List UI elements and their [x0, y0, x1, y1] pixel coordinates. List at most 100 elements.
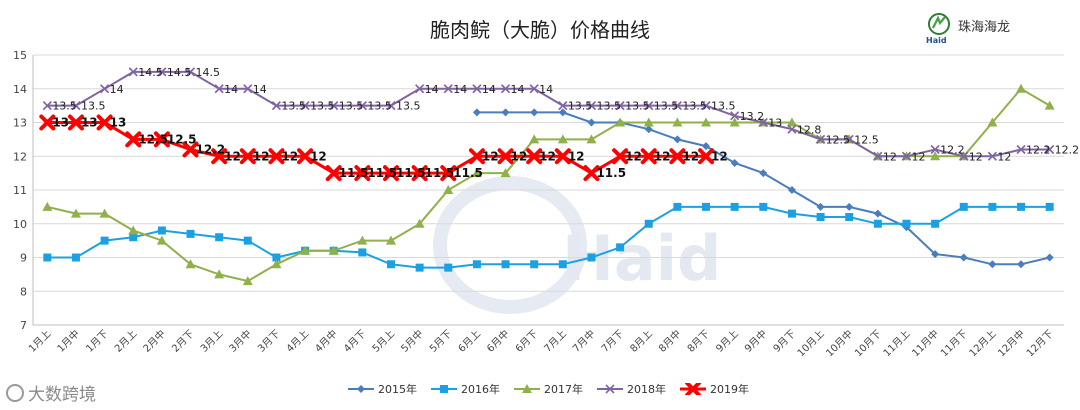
point — [615, 101, 625, 111]
point — [385, 235, 396, 245]
point — [1017, 260, 1026, 269]
point — [1016, 83, 1027, 93]
haid-logo-icon — [928, 13, 950, 35]
point — [471, 168, 482, 178]
data-label: 12 — [682, 149, 699, 163]
point — [100, 84, 110, 94]
x-tick-label: 1月中 — [54, 327, 82, 355]
bottom-watermark-text: 大数跨境 — [28, 385, 96, 405]
point — [214, 84, 224, 94]
data-label: 12 — [997, 150, 1011, 163]
data-label: 13.5 — [81, 100, 106, 113]
point — [501, 260, 510, 269]
point — [612, 148, 629, 165]
point — [354, 165, 371, 182]
point — [39, 114, 56, 131]
point — [440, 165, 457, 182]
x-tick-label: 1月上 — [26, 328, 53, 355]
data-label: 12 — [224, 149, 241, 163]
point — [873, 209, 882, 218]
point — [42, 201, 53, 211]
data-label: 14 — [425, 83, 439, 96]
x-tick-label: 8月中 — [656, 327, 684, 355]
point — [468, 148, 485, 165]
point — [557, 134, 568, 144]
point — [1045, 253, 1054, 262]
x-tick-label: 2月上 — [112, 328, 139, 355]
point — [685, 383, 701, 395]
point — [873, 219, 882, 228]
point — [100, 236, 109, 245]
point — [128, 67, 138, 77]
data-label: 14 — [539, 83, 553, 96]
watermark-ring — [433, 176, 587, 314]
legend-item: 2017年 — [514, 381, 583, 397]
point — [157, 67, 167, 77]
brand-logo: 珠海海龙 Haid — [926, 12, 1011, 45]
data-label: 11.5 — [596, 166, 626, 180]
point — [99, 208, 110, 218]
point — [586, 101, 597, 111]
point — [987, 117, 998, 127]
point — [587, 253, 596, 262]
x-tick-label: 5月下 — [427, 328, 454, 355]
point — [271, 101, 281, 111]
point — [129, 233, 138, 242]
data-label: 12.5 — [138, 132, 168, 146]
point — [444, 263, 453, 272]
point — [382, 165, 399, 182]
x-tick-label: 4月中 — [312, 327, 340, 355]
point — [243, 84, 253, 94]
legend-swatch — [431, 385, 457, 393]
watermark-ring-icon — [6, 383, 24, 402]
data-label: 13.5 — [711, 100, 736, 113]
legend-item: 2015年 — [348, 381, 417, 397]
data-label: 14 — [110, 83, 124, 96]
series-2016年 — [43, 202, 1054, 272]
point — [959, 253, 968, 262]
point — [672, 117, 683, 127]
x-tick-label: 4月上 — [284, 328, 311, 355]
point — [243, 236, 252, 245]
point — [357, 101, 367, 111]
point — [329, 101, 339, 111]
data-label: 13.5 — [625, 100, 650, 113]
x-tick-label: 9月上 — [714, 328, 741, 355]
point — [43, 253, 52, 262]
point — [153, 131, 170, 148]
data-label: 12 — [482, 149, 499, 163]
y-tick-label: 8 — [20, 285, 27, 298]
x-tick-label: 2月中 — [140, 327, 168, 355]
point — [702, 142, 711, 151]
point — [730, 111, 740, 121]
point — [529, 134, 540, 144]
x-tick-label: 10月中 — [823, 327, 855, 359]
point — [1045, 202, 1054, 211]
x-tick-label: 10月下 — [852, 328, 884, 360]
data-label: 13.5 — [568, 100, 593, 113]
point — [242, 276, 253, 286]
y-tick-label: 9 — [20, 252, 27, 265]
y-tick-label: 11 — [13, 184, 27, 197]
x-tick-label: 9月中 — [742, 327, 770, 355]
point — [386, 101, 396, 111]
point — [472, 108, 481, 117]
data-label: 13.5 — [596, 100, 621, 113]
point — [325, 165, 342, 182]
point — [558, 101, 568, 111]
data-label: 13.5 — [654, 100, 679, 113]
point — [128, 225, 139, 235]
x-tick-label: 9月下 — [771, 328, 798, 355]
series-layer — [39, 67, 1055, 286]
point — [67, 114, 84, 131]
logo-name: 珠海海龙 — [958, 19, 1011, 35]
point — [215, 233, 224, 242]
x-tick-label: 1月下 — [84, 328, 111, 355]
legend-label: 2018年 — [627, 383, 666, 396]
legend-swatch — [680, 383, 706, 395]
legend-label: 2016年 — [461, 383, 500, 396]
data-label: 11.5 — [453, 166, 483, 180]
point — [873, 151, 883, 161]
point — [845, 213, 854, 221]
